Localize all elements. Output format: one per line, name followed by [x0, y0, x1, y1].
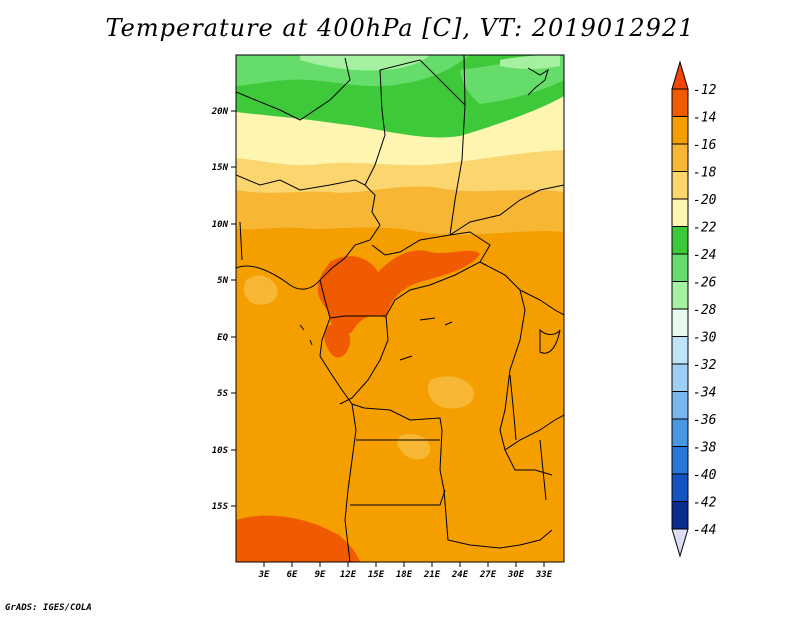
lake-tanganyika — [509, 374, 517, 441]
border-congo — [339, 315, 389, 405]
colorbar-label: -40 — [693, 468, 717, 483]
colorbar-label: -42 — [693, 496, 717, 511]
colorbar-box — [671, 501, 689, 530]
colorbar-label: -26 — [693, 276, 717, 291]
lake-malawi — [539, 439, 547, 501]
colorbar-box — [671, 363, 689, 392]
colorbar-box — [671, 226, 689, 255]
lat-axis: 20N 15N 10N 5N EQ 5S 10S 15S — [211, 107, 236, 512]
lon-label-6e: 6E — [287, 570, 298, 580]
field-patch-14-southwest — [236, 515, 360, 562]
colorbar-box — [671, 253, 689, 282]
lon-label-18e: 18E — [396, 570, 413, 580]
colorbar-box — [671, 308, 689, 337]
rivers-congo — [399, 317, 453, 361]
colorbar-label: -30 — [693, 331, 717, 346]
colorbar-label: -38 — [693, 441, 717, 456]
colorbar-box — [671, 116, 689, 145]
chart-title: Temperature at 400hPa [C], VT: 201901292… — [105, 14, 695, 42]
colorbar-top-arrow — [671, 60, 689, 90]
lon-axis: 3E 6E 9E 12E 15E 18E 21E 24E 27E 30E 33E — [258, 562, 553, 580]
lon-label-21e: 21E — [423, 570, 441, 580]
colorbar-label: -22 — [693, 221, 717, 236]
field-patch-14-gabon — [324, 324, 351, 358]
coast-minor — [239, 221, 313, 346]
lake-victoria — [539, 328, 561, 354]
border-niger-chad — [364, 69, 386, 186]
field-band-26b — [500, 55, 560, 69]
colorbar-label: -44 — [693, 523, 716, 538]
lon-label-12e: 12E — [340, 570, 357, 580]
lon-label-15e: 15E — [368, 570, 385, 580]
lat-label-10s: 10S — [212, 446, 229, 456]
border-car — [319, 231, 491, 319]
borders — [236, 55, 564, 562]
lat-label-5s: 5S — [217, 389, 228, 399]
border-algeria-niger — [236, 57, 351, 121]
border-chad-sudan — [379, 59, 466, 236]
coast-gabon — [319, 317, 353, 405]
lon-label-3e: 3E — [258, 570, 270, 580]
field-patch-16c — [243, 275, 278, 305]
lat-label-15s: 15S — [212, 502, 229, 512]
border-angola-south — [350, 439, 446, 506]
colorbar-label: -14 — [693, 111, 716, 126]
coast-angola — [344, 403, 357, 562]
colorbar-box — [671, 88, 689, 117]
colorbar-label: -34 — [693, 386, 716, 401]
colorbar-box — [671, 198, 689, 227]
colorbar-label: -12 — [693, 83, 717, 98]
lon-label-9e: 9E — [315, 570, 326, 580]
lat-label-eq: EQ — [217, 333, 228, 343]
colorbar-box — [671, 473, 689, 502]
border-drc-east — [479, 261, 553, 476]
map-frame — [235, 54, 565, 563]
border-libya-egypt — [463, 55, 466, 106]
lon-label-33e: 33E — [535, 570, 553, 580]
colorbar-box — [671, 171, 689, 200]
colorbar-label: -20 — [693, 193, 717, 208]
colorbar-box — [671, 391, 689, 420]
colorbar-label: -24 — [693, 248, 716, 263]
lon-label-24e: 24E — [451, 570, 469, 580]
grads-credit: GrADS: IGES/COLA — [5, 603, 92, 613]
colorbar-box — [671, 336, 689, 365]
lon-label-30e: 30E — [507, 570, 525, 580]
border-nigeria — [236, 174, 381, 281]
temperature-field — [236, 55, 564, 562]
colorbar-label: -36 — [693, 413, 717, 428]
colorbar-label: -16 — [693, 138, 717, 153]
field-patch-16a — [427, 376, 475, 409]
field-patch-14-north — [317, 250, 480, 336]
lat-label-5n: 5N — [217, 276, 228, 286]
lat-label-15n: 15N — [212, 163, 229, 173]
border-angola-drc-zambia — [351, 403, 553, 549]
colorbar-label: -18 — [693, 166, 717, 181]
coast-red-sea — [527, 67, 549, 96]
colorbar-box — [671, 418, 689, 447]
border-uganda — [519, 289, 564, 316]
field-band-26 — [300, 55, 430, 71]
colorbar-label: -32 — [693, 358, 717, 373]
lat-label-20n: 20N — [211, 107, 229, 117]
colorbar-bottom-arrow — [671, 528, 689, 558]
lat-label-10n: 10N — [212, 220, 229, 230]
colorbar-label: -28 — [693, 303, 717, 318]
border-tanzania — [504, 414, 564, 451]
coast-west-africa — [236, 265, 321, 290]
colorbar-box — [671, 281, 689, 310]
colorbar: -12 -14 -16 -18 -20 -22 -24 -26 -28 -30 … — [671, 60, 717, 558]
border-south-sudan — [449, 184, 564, 236]
colorbar-box — [671, 143, 689, 172]
colorbar-box — [671, 446, 689, 475]
lon-label-27e: 27E — [479, 570, 497, 580]
